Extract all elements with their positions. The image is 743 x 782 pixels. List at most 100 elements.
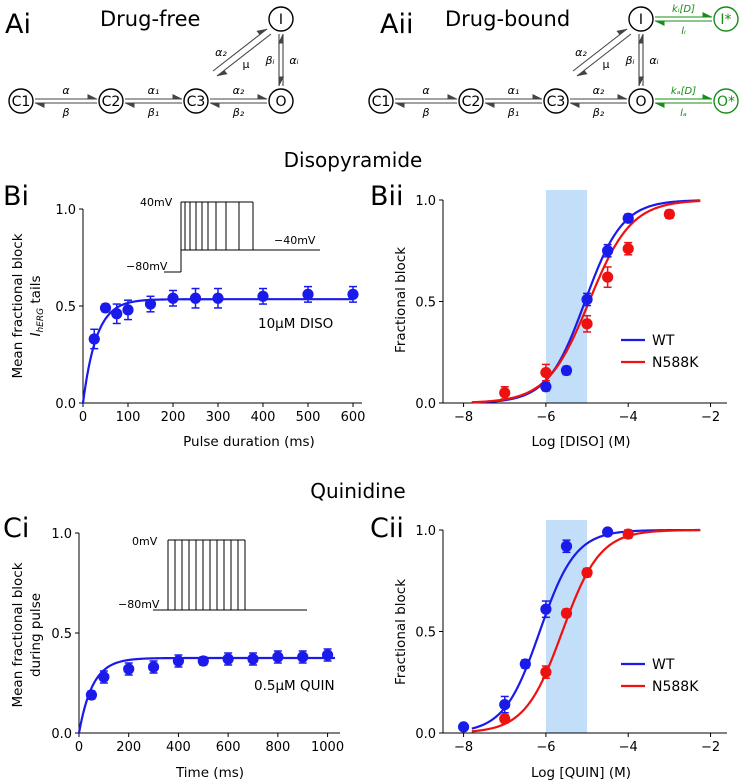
cii-legend: WT N588K [621,657,699,695]
cii-xlabel: Log [QUIN] (M) [531,765,631,781]
i-o-left-rate: βᵢ [265,54,275,67]
bi-wt-point [257,291,268,302]
state-c1-label: C1 [372,94,391,110]
cii-ytick-label: 0.0 [415,727,436,742]
ci-wt-point [247,653,258,664]
ci-ylabel-line1: Mean fractional block [10,562,26,707]
ci-wt-point [223,653,234,664]
bi-wt-point [302,289,313,300]
state-c2-label: C2 [102,94,121,110]
ci-wt-point [123,663,134,674]
ci-wt-point [148,661,159,672]
ci-hold-label: −80mV [118,598,160,611]
ci-xlabel: Time (ms) [175,765,244,781]
cii-n588k-point [581,567,592,578]
state-c1-label: C1 [12,94,31,110]
cii-wt-point [540,604,551,615]
cii-wt-point [499,699,510,710]
state-o-label: O [275,94,286,110]
bi-wt-point [122,304,133,315]
c2-c3-fwd-rate: α₁ [148,84,160,97]
bi-xtick-label: 0 [79,410,87,425]
ci-xtick-label: 400 [166,740,191,755]
i-o-right-rate: αᵢ [649,54,658,67]
cii-n588k-point [499,713,510,724]
bi-xlabel: Pulse duration (ms) [183,434,315,450]
panel-label-ci: Ci [3,513,29,544]
bii-n588k-point [499,387,510,398]
ci-xtick-label: 0 [75,740,83,755]
bii-wt-point [540,381,551,392]
i-bind-fwd-rate: kᵢ[D] [672,4,695,15]
c3-o-rev-rate: β₂ [232,106,245,119]
ci-xtick-label: 1000 [311,740,344,755]
c2-c3-fwd-rate: α₁ [508,84,520,97]
state-c2-label: C2 [462,94,481,110]
bi-xtick-label: 600 [341,410,366,425]
section-title-quinidine: Quinidine [310,479,405,503]
bii-wt-point [623,213,634,224]
c2-c3-rev-rate: β₁ [507,106,519,119]
ci-wt-point [198,655,209,666]
bi-xtick-label: 200 [161,410,186,425]
c3-i-fwd-rate: α₂ [575,46,587,59]
ci-xtick-label: 600 [216,740,241,755]
bi-ytick-label: 1.0 [55,203,76,218]
ci-step-label: 0mV [132,535,158,548]
bi-ytick-label: 0.0 [55,397,76,412]
bii-wt-point [581,294,592,305]
chart-cii: −8 −6 −4 −2 0.0 0.5 1.0 Log [QUIN] (M) Fractio… [393,520,727,781]
bii-xtick-label: −4 [619,410,638,425]
state-c3-label: C3 [547,94,566,110]
panel-label-cii: Cii [370,513,404,544]
bi-wt-point [347,289,358,300]
drug-bound-title: Drug-bound [445,7,570,31]
c1-c2-rev-rate: β [61,106,69,119]
bii-n588k-point [540,367,551,378]
c1-c2-rev-rate: β [421,106,429,119]
c3-o-fwd-rate: α₂ [233,84,245,97]
panel-label-ai: Ai [5,9,31,40]
cii-n588k-point [540,667,551,678]
figure: Ai Aii Drug-free Drug-bound C1 C2 C3 OIαβα₁… [0,0,743,782]
c2-c3-rev-rate: β₁ [147,106,159,119]
bi-wt-point [167,293,178,304]
bii-n588k-point [602,272,613,283]
bii-xtick-label: −8 [454,410,473,425]
ci-xtick-label: 200 [116,740,141,755]
cii-ytick-label: 0.5 [415,626,436,641]
cii-xtick-label: −8 [454,740,473,755]
c3-i-fwd-rate: α₂ [215,46,227,59]
bi-voltage-protocol: 40mV −80mV −40mV [126,196,320,273]
state-c3-label: C3 [187,94,206,110]
bi-xtick-label: 100 [116,410,141,425]
ci-wt-point [272,651,283,662]
ci-voltage-protocol: 0mV −80mV [118,535,307,611]
cii-n588k-point [623,528,634,539]
bii-wt-point [561,365,572,376]
bi-xtick-label: 500 [296,410,321,425]
chart-ci: 0 200 400 600 800 1000 0.0 0.5 1.0 Time (ms) Mea… [10,527,344,781]
cii-wt-point [520,658,531,669]
bii-ylabel: Fractional block [393,247,409,353]
state-o-label: O [635,94,646,110]
bii-n588k-point [664,209,675,220]
bi-xtick-label: 300 [206,410,231,425]
cii-ytick-label: 1.0 [415,524,436,539]
bii-xtick-label: −6 [536,410,555,425]
bii-n588k-point [623,243,634,254]
ci-wt-point [98,671,109,682]
chart-bi: 0 100 200 300 400 500 6000.00.51.0 Pulse durat… [10,196,365,450]
cii-wt-point [602,526,613,537]
c3-i-rev-rate: μ [243,58,250,71]
panel-label-aii: Aii [380,9,413,40]
ci-wt-point [297,651,308,662]
cii-legend-n588k-label: N588K [652,679,699,695]
state-i-star-label: I* [720,12,731,28]
ci-wt-point [86,689,97,700]
bi-wt-point [145,298,156,309]
bii-ytick-label: 0.5 [415,296,436,311]
ci-ytick-label: 0.0 [51,727,72,742]
cii-wt-point [561,541,572,552]
state-i-label: I [279,12,283,28]
